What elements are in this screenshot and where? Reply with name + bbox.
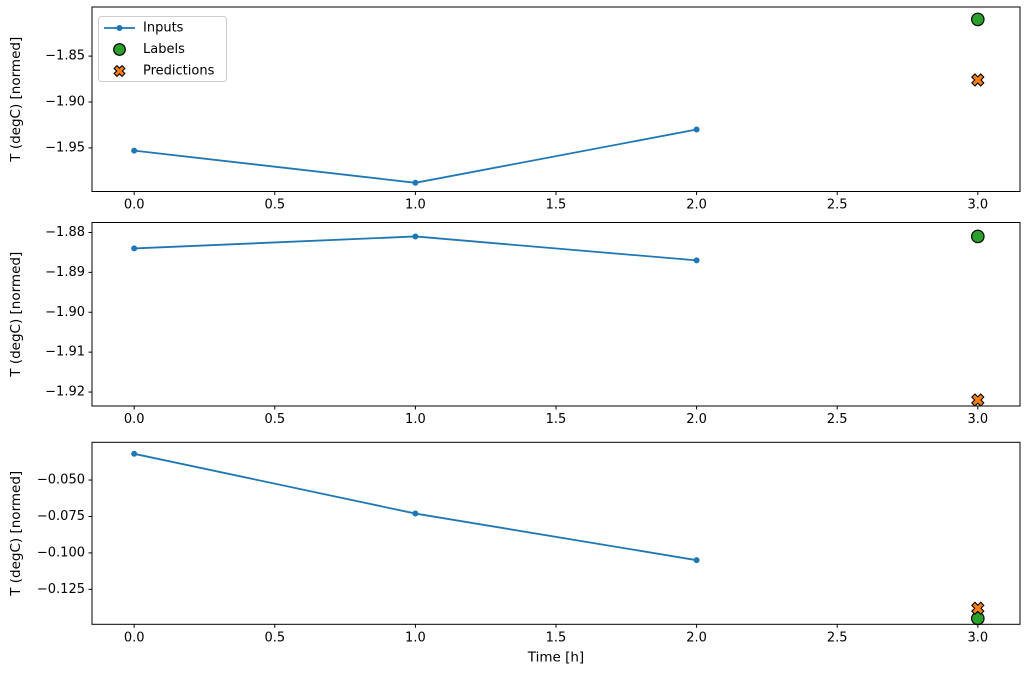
x-tick-label: 2.5: [827, 198, 848, 213]
y-tick-label: −0.100: [37, 545, 85, 560]
y-tick-label: −1.90: [45, 95, 85, 110]
x-tick-label: 0.0: [124, 412, 145, 427]
x-tick-label: 2.0: [686, 198, 707, 213]
legend-item: Predictions: [113, 64, 215, 79]
x-tick-label: 1.0: [405, 198, 426, 213]
legend-x-sample: [113, 64, 126, 78]
labels-marker: [971, 611, 985, 626]
subplot-1: 0.0 0.5 1.0 1.5 2.0 2.5 3.0 −1.88 −1.89 −1.90 −1.9…: [8, 222, 1021, 427]
inputs-line: [133, 452, 697, 562]
input-point-marker: [131, 147, 138, 154]
input-point-marker: [131, 245, 138, 252]
x-tick-label: 2.5: [827, 412, 848, 427]
legend-circle-sample: [113, 43, 126, 56]
y-tick-label: −1.95: [45, 140, 85, 155]
y-tick-label: −0.050: [37, 473, 85, 488]
input-point-marker: [693, 557, 700, 564]
x-tick-label: 1.5: [546, 630, 567, 645]
x-tick-label: 3.0: [967, 630, 988, 645]
legend-label: Predictions: [143, 64, 215, 79]
legend-dot-sample: [116, 25, 123, 31]
x-tick-label: 3.0: [967, 198, 988, 213]
legend: Inputs Labels Predictions: [98, 16, 227, 82]
y-axis-label: T (degC) [normed]: [8, 37, 24, 163]
input-point-marker: [412, 510, 419, 517]
inputs-line: [134, 128, 697, 184]
x-tick-label: 0.0: [124, 198, 145, 213]
subplot-2: 0.0 0.5 1.0 1.5 2.0 2.5 3.0 −0.050 −0.075 −0.100 −…: [8, 441, 1021, 665]
predictions-marker: [971, 601, 985, 616]
x-tick-label: 2.0: [686, 412, 707, 427]
legend-item: Labels: [113, 42, 185, 57]
y-tick-label: −1.91: [45, 345, 85, 360]
x-tick-label: 1.5: [546, 412, 567, 427]
x-tick-label: 2.5: [827, 630, 848, 645]
legend-item: Inputs: [104, 21, 184, 36]
predictions-marker: [971, 73, 985, 87]
y-tick-label: −1.89: [45, 265, 85, 280]
x-tick-label: 1.5: [546, 198, 567, 213]
y-tick-label: −0.075: [37, 509, 85, 524]
y-tick-label: −1.92: [45, 385, 85, 400]
y-axis-label: T (degC) [normed]: [8, 471, 24, 597]
x-tick-label: 2.0: [686, 630, 707, 645]
x-tick-label: 3.0: [967, 412, 988, 427]
legend-label: Inputs: [143, 21, 184, 36]
y-tick-label: −1.90: [45, 305, 85, 320]
input-point-marker: [693, 257, 700, 264]
input-point-marker: [131, 450, 138, 457]
input-point-marker: [693, 126, 700, 133]
x-axis-label: Time [h]: [527, 649, 584, 665]
y-tick-label: −0.125: [37, 582, 85, 597]
labels-marker: [971, 229, 985, 244]
axes-frame: [91, 6, 1021, 192]
legend-label: Labels: [143, 42, 185, 57]
x-tick-label: 1.0: [405, 630, 426, 645]
axes-frame: [91, 222, 1021, 407]
x-tick-label: 0.5: [264, 198, 285, 213]
input-point-marker: [412, 233, 419, 240]
y-tick-label: −1.88: [45, 225, 85, 240]
x-tick-label: 0.0: [124, 630, 145, 645]
legend-box: [98, 16, 227, 82]
axes-frame: [91, 441, 1021, 625]
labels-marker: [971, 12, 985, 27]
subplot-0: 0.0 0.5 1.0 1.5 2.0 2.5 3.0 −1.85 −1.90 −1.95 T (d…: [8, 6, 1021, 213]
input-point-marker: [412, 179, 419, 186]
x-tick-label: 1.0: [405, 412, 426, 427]
y-axis-label: T (degC) [normed]: [8, 252, 24, 378]
x-tick-label: 0.5: [264, 630, 285, 645]
x-tick-label: 0.5: [264, 412, 285, 427]
y-tick-label: −1.85: [45, 49, 85, 64]
inputs-line: [134, 235, 697, 262]
